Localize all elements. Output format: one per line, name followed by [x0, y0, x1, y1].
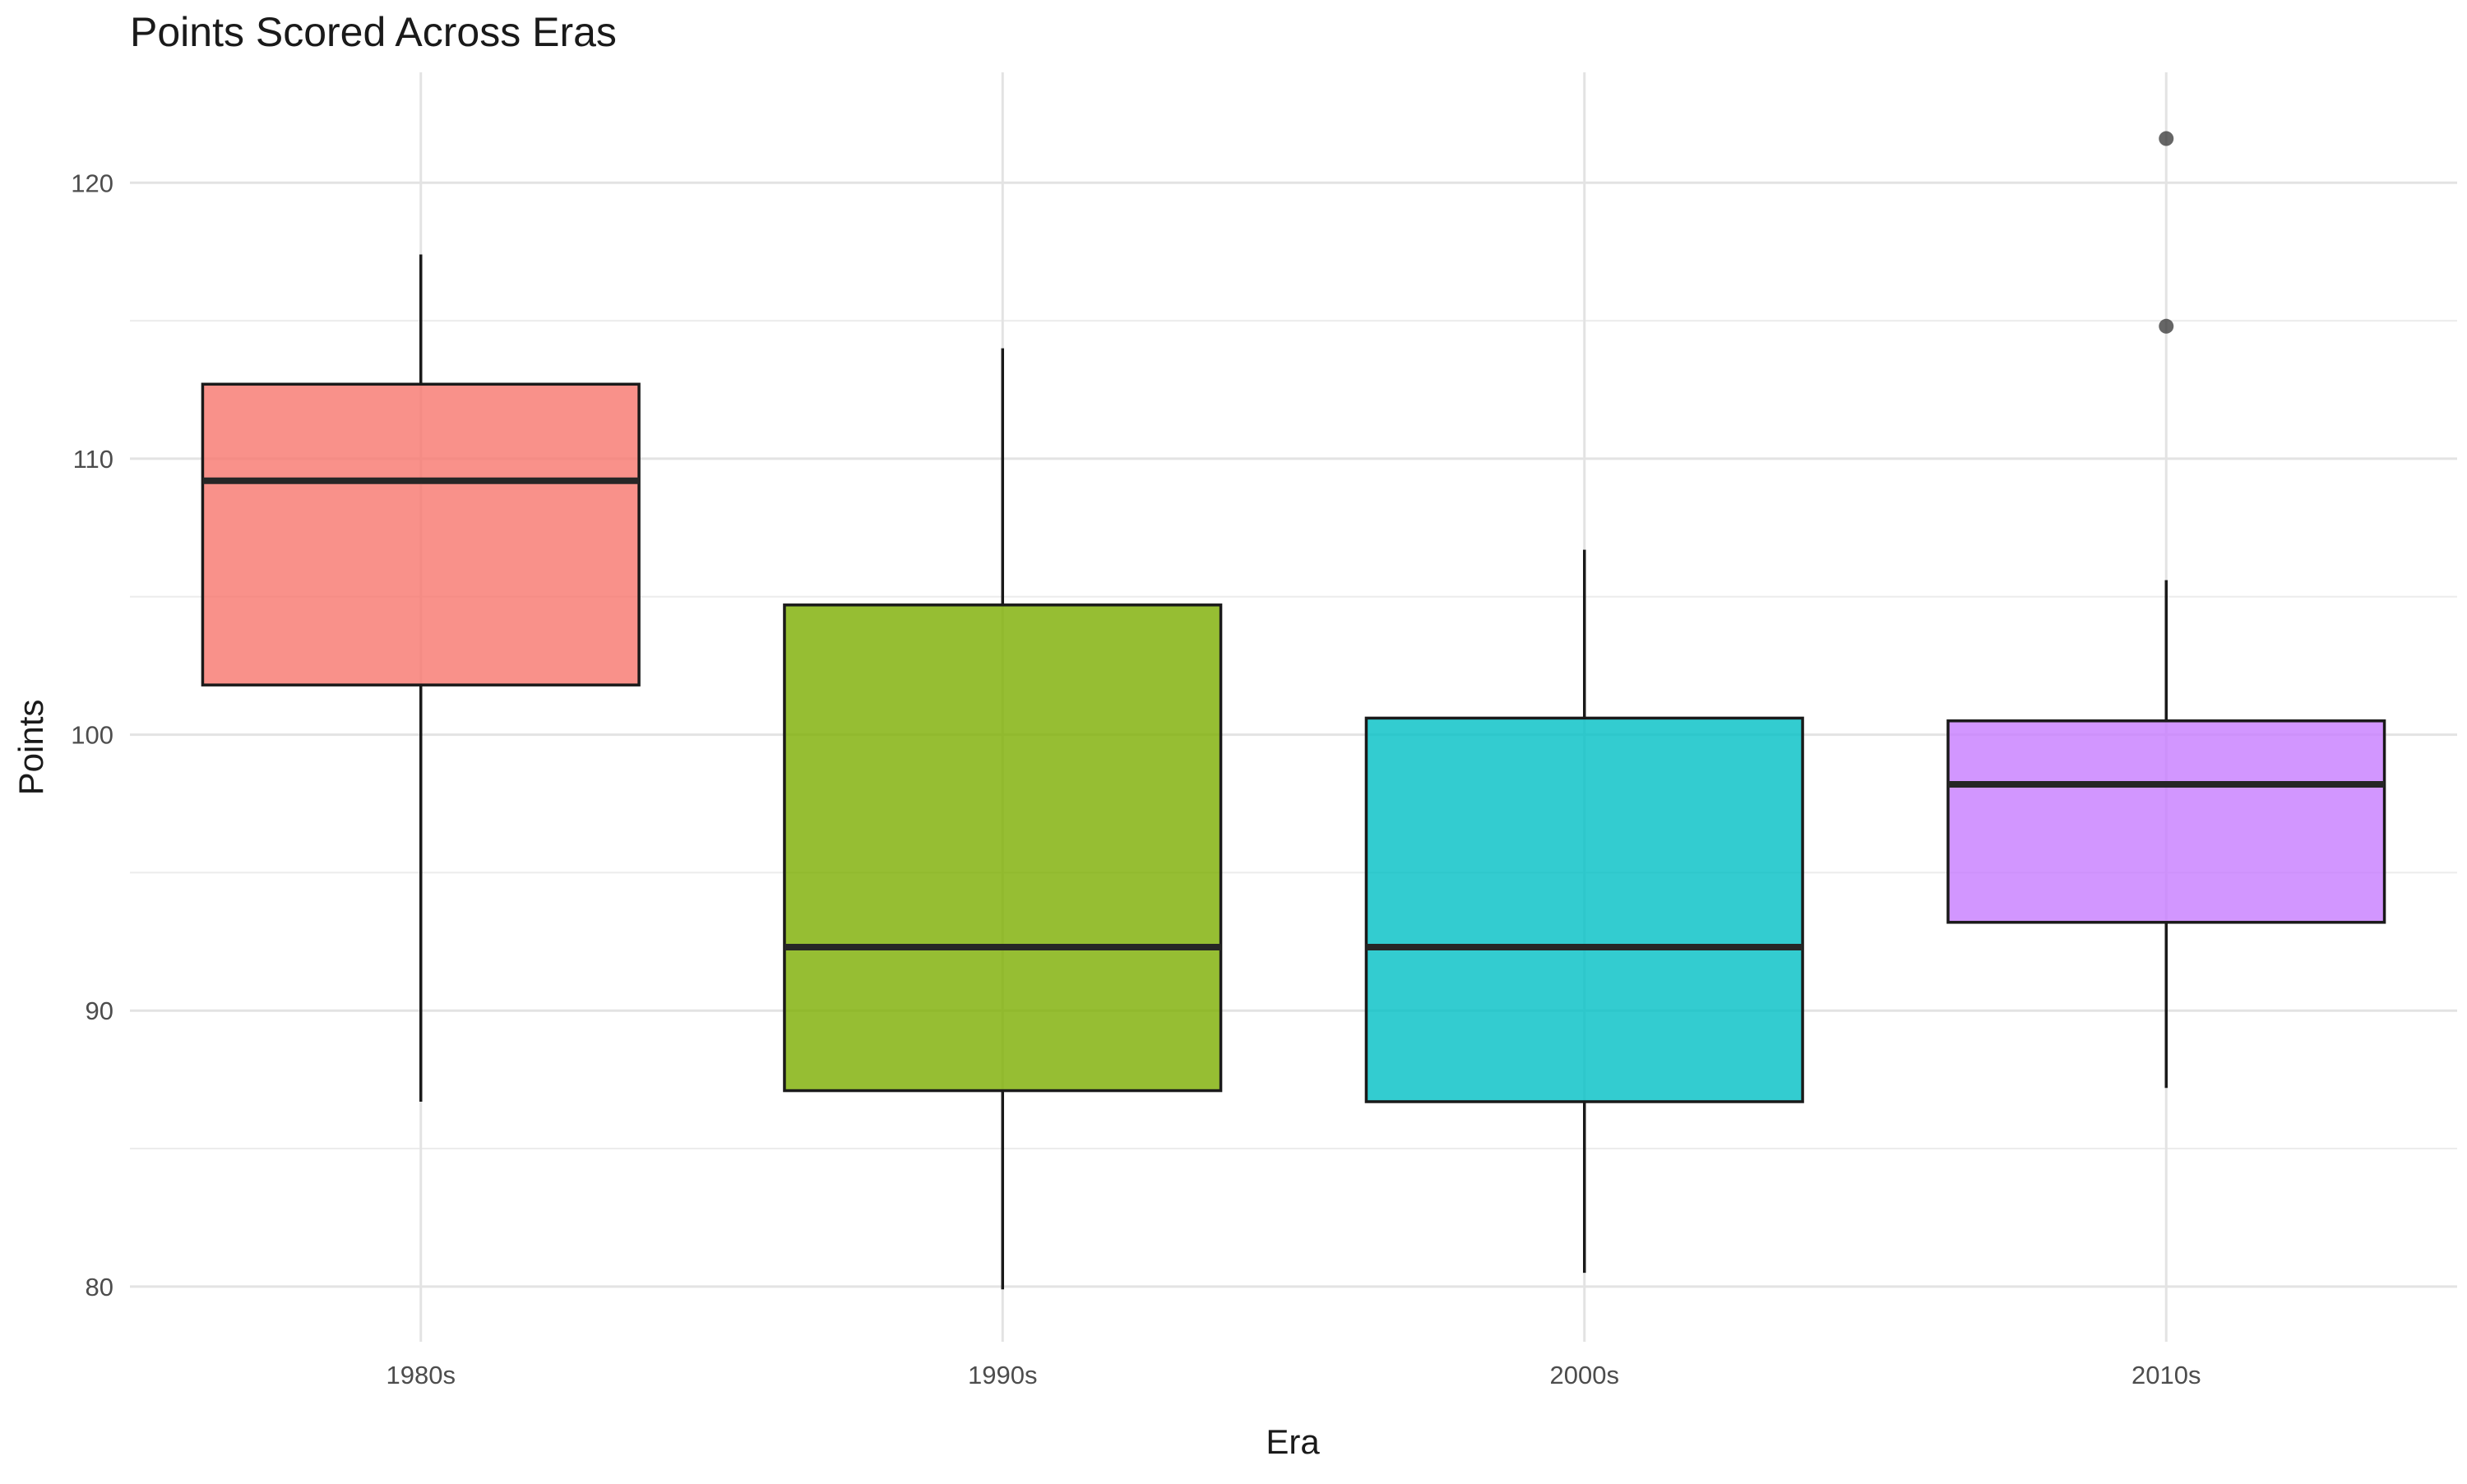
outliers: [2159, 131, 2174, 334]
grid-lines: [130, 72, 2457, 1342]
x-tick-labels: 1980s 1990s 2000s 2010s: [386, 1361, 2201, 1389]
x-tick-label: 1990s: [968, 1361, 1037, 1389]
y-tick-label: 80: [86, 1273, 113, 1301]
outlier-point-2010s: [2159, 318, 2174, 334]
y-tick-label: 90: [86, 996, 113, 1025]
box-2000s: [1364, 716, 1804, 1103]
x-tick-label: 2010s: [2131, 1361, 2201, 1389]
x-tick-label: 1980s: [386, 1361, 456, 1389]
box-1980s: [201, 382, 641, 687]
y-tick-label: 120: [71, 169, 113, 197]
whiskers: [419, 254, 2168, 1290]
outlier-point-2010s: [2159, 131, 2174, 146]
x-tick-label: 2000s: [1550, 1361, 1619, 1389]
box-2010s: [1946, 719, 2386, 924]
y-tick-labels: 80 90 100 110 120: [71, 169, 113, 1301]
box-1990s: [783, 603, 1223, 1093]
y-axis-label: Points: [12, 700, 50, 796]
boxes: [201, 382, 2386, 1103]
y-tick-label: 110: [73, 445, 113, 474]
chart-title: Points Scored Across Eras: [130, 9, 617, 55]
y-tick-label: 100: [71, 721, 113, 750]
x-axis-label: Era: [1266, 1422, 1320, 1461]
